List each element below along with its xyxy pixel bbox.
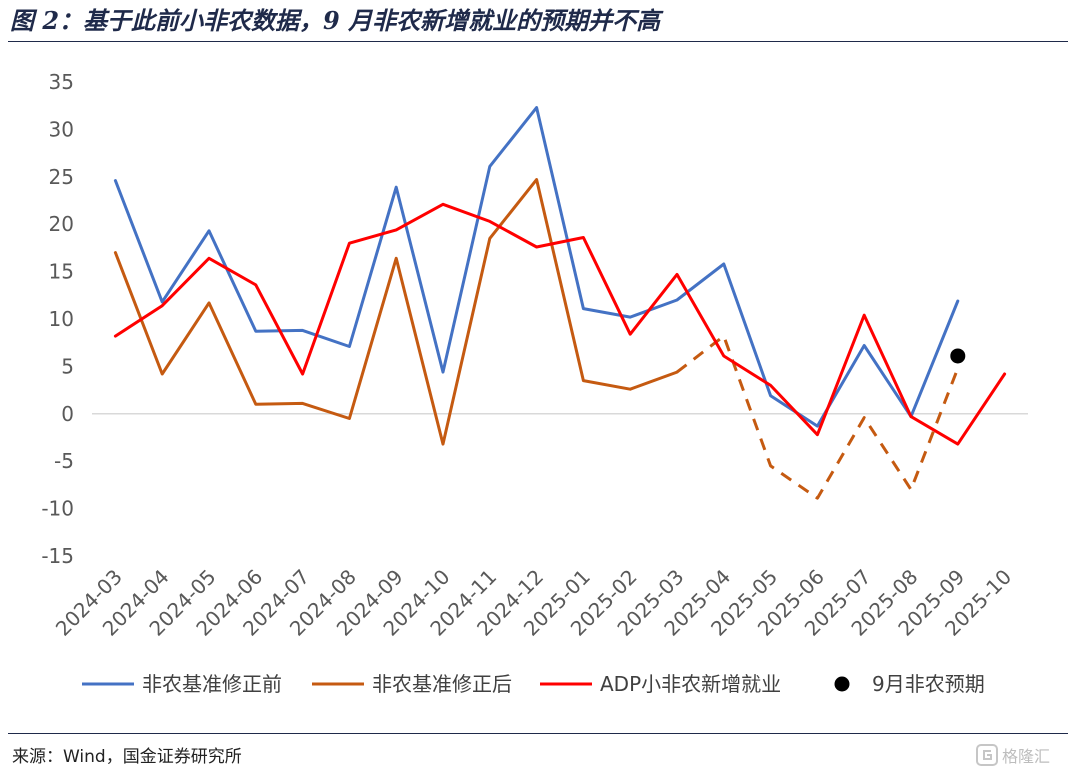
x-axis: 2024-032024-042024-052024-062024-072024-… — [51, 565, 1016, 641]
y-tick-label: 0 — [61, 402, 74, 426]
forecast-point — [950, 348, 966, 364]
watermark-text: 格隆汇 — [1002, 747, 1051, 766]
y-tick-label: -15 — [41, 544, 74, 568]
figure-title: 图 2：基于此前小非农数据，9 月非农新增就业的预期并不高 — [10, 6, 661, 35]
y-tick-label: 20 — [49, 212, 74, 236]
watermark: 格隆汇 — [976, 740, 1072, 770]
y-tick-label: 35 — [49, 70, 74, 94]
series-line-3 — [113, 202, 1007, 446]
line-chart: 35 30 25 20 15 10 5 0 -5 -10 -15 2024-032024-04202… — [41, 70, 1028, 696]
y-tick-label: 25 — [49, 165, 74, 189]
y-tick-label: 15 — [49, 260, 74, 284]
y-tick-label: 30 — [49, 117, 74, 141]
y-tick-label: 5 — [61, 354, 74, 378]
title-rule — [8, 41, 1068, 42]
y-tick-label: -5 — [54, 449, 74, 473]
footer-rule — [8, 733, 1068, 734]
y-tick-label: 10 — [49, 307, 74, 331]
legend-label: 9月非农预期 — [872, 672, 985, 696]
legend: 非农基准修正前 非农基准修正后 ADP小非农新增就业 9月非农预期 — [82, 672, 985, 696]
source-note: 来源：Wind，国金证券研究所 — [12, 747, 242, 767]
legend-marker — [834, 676, 850, 692]
series-line-0 — [113, 106, 960, 428]
legend-label: 非农基准修正后 — [372, 672, 512, 696]
watermark-logo-icon — [976, 744, 998, 766]
series-layer — [113, 106, 1007, 500]
legend-label: ADP小非农新增就业 — [600, 672, 781, 696]
y-axis: 35 30 25 20 15 10 5 0 -5 -10 -15 — [41, 70, 74, 568]
series-line-2 — [676, 334, 960, 500]
series-line-1 — [113, 178, 679, 446]
legend-label: 非农基准修正前 — [142, 672, 282, 696]
y-tick-label: -10 — [41, 497, 74, 521]
